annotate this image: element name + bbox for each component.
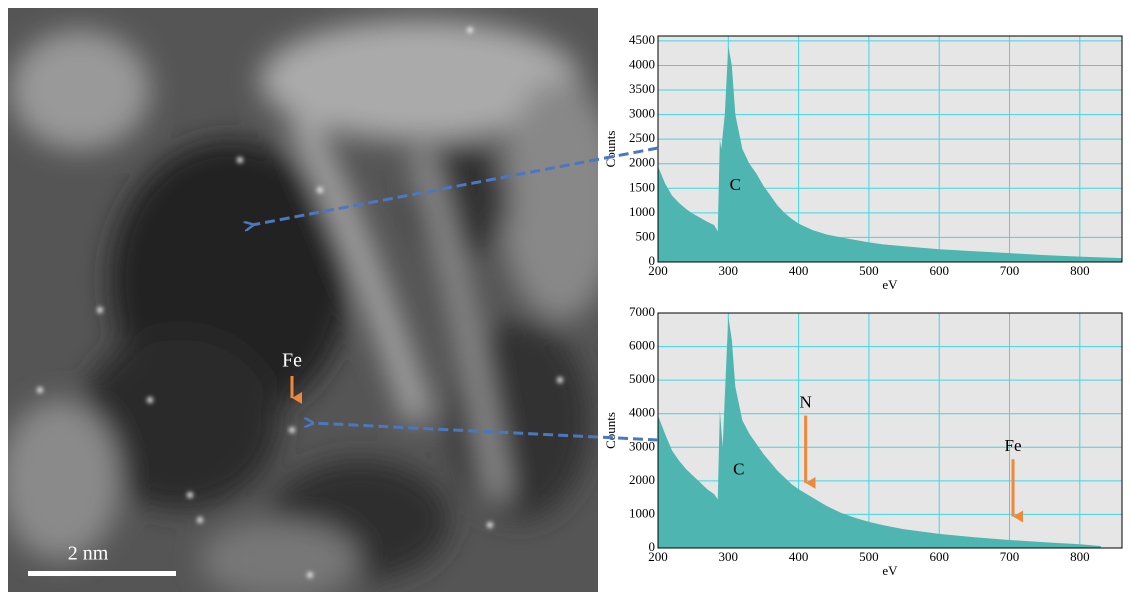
- y-tick-label: 1000: [629, 204, 655, 219]
- annotation: N: [799, 393, 811, 412]
- y-axis-label: Counts: [603, 131, 618, 168]
- y-tick-label: 1500: [629, 179, 655, 194]
- y-tick-label: 3500: [629, 81, 655, 96]
- x-tick-label: 600: [929, 549, 949, 564]
- x-tick-label: 400: [789, 549, 809, 564]
- y-tick-label: 0: [649, 253, 656, 268]
- annotation: C: [730, 175, 741, 194]
- scale-label: 2 nm: [68, 543, 109, 565]
- y-tick-label: 3000: [629, 106, 655, 121]
- y-tick-label: 7000: [629, 304, 655, 319]
- y-tick-label: 4000: [629, 405, 655, 420]
- y-tick-label: 4000: [629, 56, 655, 71]
- x-tick-label: 600: [929, 263, 949, 278]
- x-tick-label: 500: [859, 549, 879, 564]
- y-tick-label: 2500: [629, 130, 655, 145]
- x-tick-label: 800: [1070, 549, 1090, 564]
- x-tick-label: 400: [789, 263, 809, 278]
- y-tick-label: 500: [636, 228, 656, 243]
- annotation: Fe: [1005, 436, 1022, 455]
- x-tick-label: 300: [719, 549, 739, 564]
- x-tick-label: 800: [1070, 263, 1090, 278]
- x-tick-label: 700: [1000, 263, 1020, 278]
- y-tick-label: 4500: [629, 32, 655, 47]
- scale-bar: [28, 571, 176, 576]
- figure: Fe 2 nm 20030040050060070080005001000150…: [0, 0, 1131, 592]
- y-tick-label: 2000: [629, 155, 655, 170]
- y-axis-label: Counts: [603, 412, 618, 449]
- y-tick-label: 1000: [629, 505, 655, 520]
- y-tick-label: 6000: [629, 338, 655, 353]
- x-tick-label: 300: [719, 263, 739, 278]
- y-tick-label: 5000: [629, 371, 655, 386]
- x-axis-label: eV: [882, 563, 898, 578]
- annotation: C: [733, 460, 744, 479]
- x-tick-label: 700: [1000, 549, 1020, 564]
- micrograph: Fe 2 nm: [0, 8, 620, 592]
- y-tick-label: 0: [649, 539, 656, 554]
- x-tick-label: 500: [859, 263, 879, 278]
- y-tick-label: 2000: [629, 472, 655, 487]
- x-axis-label: eV: [882, 277, 898, 292]
- image-label: Fe: [282, 350, 302, 372]
